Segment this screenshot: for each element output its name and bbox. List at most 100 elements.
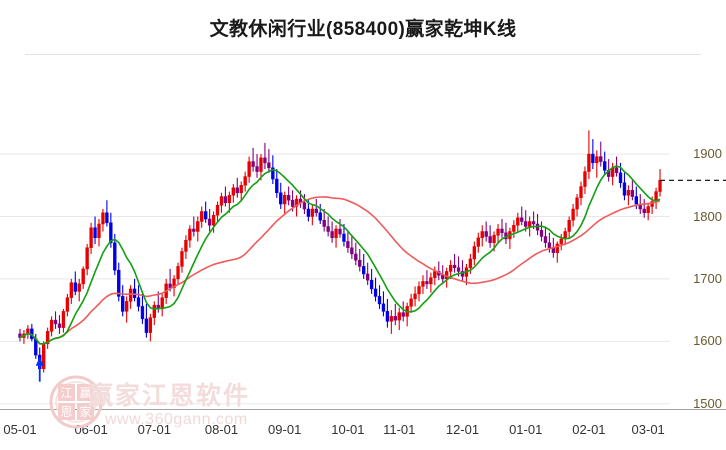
candle — [113, 233, 117, 276]
candle — [488, 225, 492, 248]
candle — [26, 325, 30, 339]
candle — [358, 248, 362, 272]
candlestick-plot-area[interactable] — [0, 56, 726, 410]
candle — [642, 199, 646, 218]
buy-marker-icon — [35, 356, 44, 382]
candle — [437, 261, 441, 281]
candle — [302, 194, 307, 215]
candle — [480, 225, 484, 247]
y-tick-label: 1500 — [693, 395, 722, 411]
candle — [117, 262, 121, 302]
candle — [504, 222, 508, 244]
candle — [381, 291, 386, 317]
candle — [369, 268, 374, 294]
candle — [42, 341, 46, 373]
candle — [255, 154, 259, 178]
ma-slow-line — [19, 196, 661, 345]
candle — [373, 277, 378, 302]
candle — [571, 204, 575, 227]
candle — [57, 315, 62, 334]
candle — [559, 233, 563, 251]
candle — [152, 301, 156, 326]
candlestick-chart[interactable] — [0, 56, 726, 410]
candle — [283, 191, 287, 216]
candle — [520, 206, 524, 226]
candle — [148, 313, 153, 342]
candle — [476, 232, 480, 253]
candle — [101, 209, 105, 232]
candle — [484, 221, 488, 242]
candle — [196, 216, 200, 242]
candle — [65, 293, 70, 317]
candle — [286, 186, 291, 206]
candle — [567, 216, 571, 238]
candle — [496, 223, 500, 243]
candle — [140, 293, 145, 324]
candle — [215, 201, 220, 222]
candle — [77, 278, 81, 302]
candle — [105, 200, 109, 227]
candle — [30, 323, 34, 342]
candle — [445, 267, 449, 288]
candle — [516, 212, 520, 232]
candle — [326, 216, 330, 237]
x-tick-label: 07-01 — [137, 422, 171, 437]
candle — [73, 271, 77, 296]
candle — [160, 293, 164, 317]
x-tick-label: 01-01 — [509, 422, 543, 437]
candle — [401, 301, 405, 322]
candle — [579, 181, 583, 206]
candle — [595, 150, 599, 178]
candle — [180, 247, 184, 273]
candle — [405, 302, 409, 327]
page-title: 文教休闲行业(858400)赢家乾坤K线 — [209, 19, 517, 40]
candle — [472, 241, 477, 266]
title-divider — [25, 54, 701, 55]
x-tick-label: 08-01 — [204, 422, 239, 437]
candle — [306, 200, 311, 222]
y-tick-label: 1700 — [693, 270, 722, 286]
candle — [599, 141, 603, 167]
candle — [97, 219, 101, 247]
candle — [543, 226, 548, 248]
candle — [49, 316, 54, 337]
candle — [365, 262, 370, 286]
candle — [587, 130, 591, 180]
candle — [85, 243, 89, 276]
candle — [128, 285, 133, 309]
x-tick-label: 06-01 — [74, 422, 108, 437]
candle — [626, 185, 631, 206]
candle — [61, 308, 66, 333]
candle — [393, 303, 397, 326]
candle — [132, 278, 137, 302]
candle — [192, 216, 196, 237]
candle — [279, 182, 283, 210]
candle — [168, 268, 172, 292]
candle — [338, 219, 342, 238]
candle — [259, 154, 263, 181]
candle — [211, 211, 216, 233]
candle — [318, 204, 322, 224]
candle — [425, 270, 429, 289]
candle — [555, 241, 559, 263]
candle — [413, 286, 417, 307]
candle — [346, 230, 350, 253]
candle — [45, 327, 50, 349]
candle — [508, 227, 512, 249]
candle — [200, 206, 204, 228]
candle — [53, 311, 58, 329]
candle — [417, 281, 421, 302]
candle — [81, 266, 85, 289]
candle — [124, 296, 129, 323]
candle — [397, 307, 401, 331]
candle — [203, 201, 208, 223]
x-tick-label: 02-01 — [572, 422, 606, 437]
candle — [144, 303, 149, 338]
candle — [89, 222, 93, 254]
candle — [385, 298, 390, 328]
candle — [429, 272, 433, 293]
candle — [512, 220, 516, 238]
candle — [231, 184, 235, 203]
candle — [389, 310, 394, 334]
